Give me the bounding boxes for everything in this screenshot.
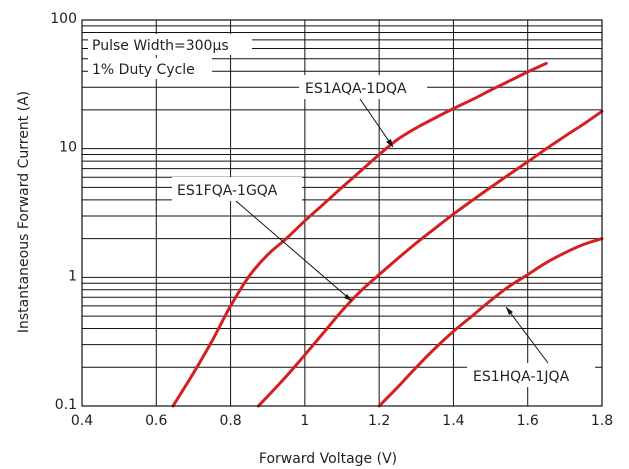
curves (171, 61, 604, 408)
x-tick-label: 1 (300, 413, 309, 429)
x-axis-label: Forward Voltage (V) (259, 451, 397, 467)
series-label-3: ES1HQA-1JQA (473, 369, 570, 385)
leader-arrow-1 (386, 139, 393, 147)
series-label-box-1 (299, 75, 427, 99)
y-tick-label: 10 (59, 140, 77, 156)
leader-line-1 (359, 98, 394, 148)
x-tick-label: 1.4 (442, 413, 464, 429)
x-tick-label: 1.6 (517, 413, 539, 429)
series-label-box-2 (172, 177, 302, 201)
series-line-1 (171, 61, 548, 408)
x-tick-label: 1.8 (591, 413, 613, 429)
tick-labels: 0.4 0.6 0.8 1 1.2 1.4 1.6 1.8 0.1 1 10 100 (50, 11, 613, 429)
leader-line-3 (505, 306, 549, 364)
series-label-2: ES1FQA-1GQA (177, 183, 278, 199)
x-tick-label: 0.6 (145, 413, 167, 429)
series-line-3 (377, 237, 604, 408)
note-box-2 (88, 58, 212, 79)
y-tick-label: 100 (50, 11, 77, 27)
y-tick-label: 1 (68, 268, 77, 284)
series-label-box-3 (467, 363, 595, 387)
series-label-1: ES1AQA-1DQA (305, 81, 407, 97)
y-axis-label: Instantaneous Forward Current (A) (16, 91, 32, 333)
note-box-1 (88, 34, 252, 55)
plot-frame (81, 19, 603, 407)
x-tick-label: 0.4 (71, 413, 93, 429)
y-tick-label: 0.1 (55, 397, 77, 413)
note-duty-cycle: 1% Duty Cycle (92, 62, 195, 78)
series-line-2 (256, 109, 604, 408)
x-tick-label: 1.2 (368, 413, 390, 429)
x-tick-label: 0.8 (219, 413, 241, 429)
leader-line-2 (235, 200, 353, 302)
note-pulse-width: Pulse Width=300µs (92, 38, 229, 54)
leader-arrow-2 (344, 294, 352, 301)
annotations: Pulse Width=300µs 1% Duty Cycle (88, 34, 252, 79)
series-labels: ES1AQA-1DQA ES1FQA-1GQA ES1HQA-1JQA (172, 75, 595, 387)
leader-arrow-3 (506, 307, 513, 315)
